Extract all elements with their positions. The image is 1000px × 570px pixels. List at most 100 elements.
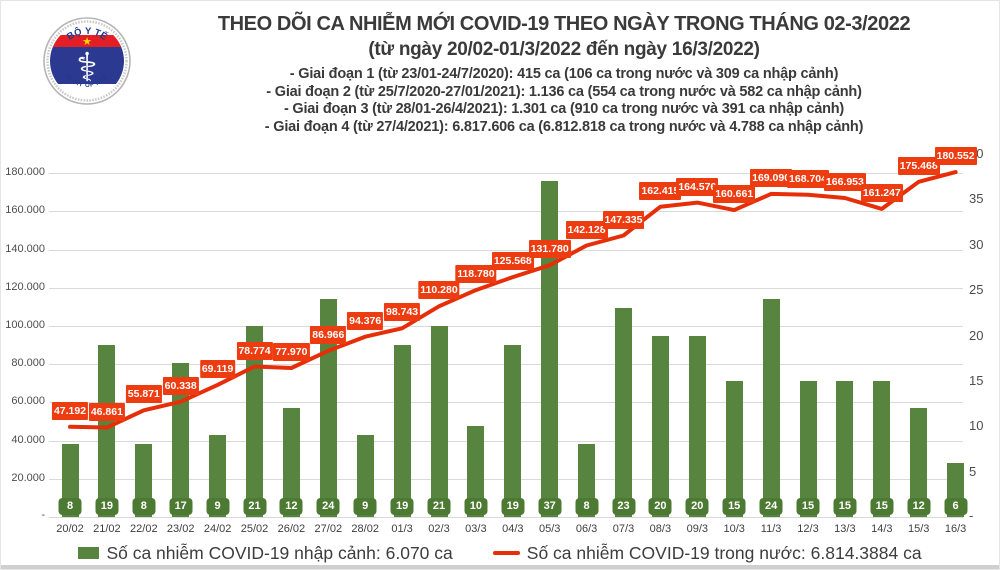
bar-value-badge: 9 [353,498,377,515]
left-axis-tick: 20.000 [11,471,45,484]
imported-cases-bar [504,344,522,517]
x-axis-label: 11/3 [760,523,782,535]
line-data-label: 46.861 [88,402,125,421]
bar-value-badge: 8 [132,498,156,515]
right-axis-tick: 35 [969,191,984,207]
phase-line-4: - Giai đoạn 4 (từ 27/4/2021): 6.817.606 … [264,118,864,135]
gridline [49,249,963,251]
line-data-label: 94.376 [347,311,384,330]
bar-value-badge: 8 [58,498,82,515]
left-axis-tick: 40.000 [11,433,45,446]
right-axis-tick: 10 [969,418,984,434]
gridline [49,287,963,289]
x-axis-label: 06/3 [575,523,598,535]
x-axis-label: 01/3 [391,523,413,535]
logo-top-text: BỘ Y TẾ [65,26,109,43]
imported-bar-swatch-icon [78,547,100,559]
x-axis-label: 07/3 [612,523,635,535]
bar-value-badge: 8 [575,498,599,515]
legend-item-domestic: Số ca nhiễm COVID-19 trong nước: 6.814.3… [492,542,922,564]
x-axis-label: 04/3 [502,523,524,535]
line-data-label: 168.704 [787,169,829,188]
right-axis-tick: 15 [969,372,984,388]
bar-value-badge: 19 [95,498,119,515]
line-data-label: 69.119 [199,359,236,378]
domestic-line-swatch-icon [492,551,520,555]
bar-value-badge: 19 [501,498,525,515]
imported-cases-bar [98,344,116,517]
imported-cases-bar [651,335,669,517]
phase-line-3: - Giai đoạn 3 (từ 28/01-26/4/2021): 1.30… [283,101,845,117]
left-axis-tick: 180.000 [5,166,45,179]
x-axis-label: 08/3 [649,523,672,535]
logo-blue-segment [50,47,124,84]
imported-cases-bar [430,326,448,517]
imported-cases-bar [393,344,411,517]
line-data-label: 160.661 [713,185,756,204]
imported-cases-bar [688,335,706,517]
left-axis-zero-tick: - [41,509,45,521]
x-axis-label: 25/02 [240,523,269,535]
logo-red-band [50,35,124,47]
left-axis-tick: 140.000 [5,242,45,255]
x-axis-label: 03/3 [465,523,487,535]
line-data-label: 166.953 [823,173,866,191]
phase-summary: - Giai đoạn 1 (từ 23/01-24/7/2020): 415 … [133,66,995,136]
phase-line-2: - Giai đoạn 2 (từ 25/7/2020-27/01/2021):… [266,83,862,100]
imported-cases-bar [762,299,780,517]
right-axis-tick: 20 [969,327,984,343]
line-data-label: 161.247 [860,183,903,202]
line-data-label: 162.415 [639,181,682,200]
line-data-label: 60.338 [162,376,199,395]
imported-cases-bar [725,380,743,517]
ministry-of-health-logo: ★ ⚕ BỘ Y TẾ MINISTRY OF HEALTH [41,12,131,105]
chart-legend: Số ca nhiễm COVID-19 nhập cảnh: 6.070 ca… [1,542,999,564]
line-data-label: 77.970 [273,343,310,361]
right-axis-tick: 25 [969,282,984,298]
imported-cases-bar [873,380,891,517]
bar-value-badge: 21 [427,498,451,515]
x-axis-label: 24/02 [203,523,232,535]
line-data-label: 118.780 [455,265,497,284]
line-data-label: 131.780 [528,240,571,259]
bar-value-badge: 12 [907,498,931,515]
line-data-label: 164.576 [676,177,719,196]
chart-header: THEO DÕI CA NHIỄM MỚI COVID-19 THEO NGÀY… [133,13,995,136]
imported-cases-bar [209,435,227,517]
logo-star-icon: ★ [82,36,92,48]
bar-value-badge: 15 [722,498,746,515]
phase-line-1: - Giai đoạn 1 (từ 23/01-24/7/2020): 415 … [289,66,839,82]
legend-domestic-label: Số ca nhiễm COVID-19 trong nước: 6.814.3… [526,542,922,563]
bar-value-badge: 19 [390,498,414,515]
line-data-label: 86.966 [310,325,347,344]
legend-imported-label: Số ca nhiễm COVID-19 nhập cảnh: 6.070 ca [106,542,453,563]
x-axis-label: 13/3 [834,523,856,535]
imported-cases-bar [836,380,854,517]
line-data-label: 180.552 [934,147,977,166]
line-data-label: 98.743 [384,303,421,322]
x-axis-label: 21/02 [93,523,121,535]
right-axis-zero-tick: - [969,508,974,523]
imported-cases-bar [541,181,559,517]
bar-value-badge: 6 [944,498,968,515]
line-data-label: 110.280 [418,281,460,300]
bar-value-badge: 24 [316,498,340,515]
line-data-label: 125.568 [491,252,534,271]
gridline [49,211,963,213]
x-axis-label: 15/3 [907,523,930,535]
bar-value-badge: 17 [169,498,193,515]
page-subtitle: (từ ngày 20/02-01/3/2022 đến ngày 16/3/2… [368,39,760,60]
x-axis-label: 09/3 [686,523,709,535]
legend-item-imported: Số ca nhiễm COVID-19 nhập cảnh: 6.070 ca [78,542,453,564]
bar-value-badge: 37 [538,498,562,515]
x-axis-line [49,517,963,518]
right-axis-tick: 30 [969,236,984,252]
imported-cases-bar [615,308,632,517]
gridline [49,325,963,327]
left-axis-tick: 80.000 [11,357,45,370]
bar-value-badge: 9 [206,498,230,515]
x-axis-label: 02/3 [428,523,450,535]
x-axis-label: 28/02 [351,523,379,535]
right-axis-tick: 5 [969,463,977,479]
